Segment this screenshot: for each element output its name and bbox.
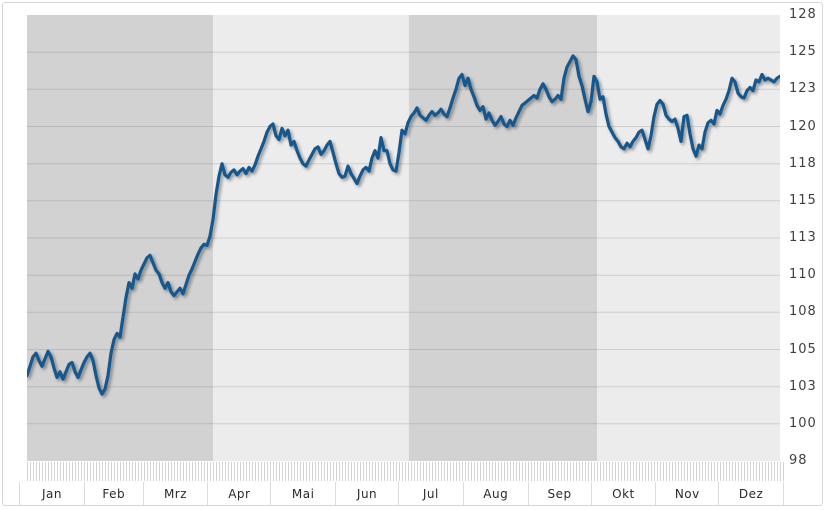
month-cell-okt: Okt	[592, 482, 657, 505]
quarter-band	[408, 15, 598, 461]
x-axis-month-label: Okt	[612, 487, 635, 501]
month-cell-feb: Feb	[85, 482, 144, 505]
y-axis-label: 108	[789, 304, 817, 320]
x-axis-month-label: Feb	[102, 487, 126, 501]
x-axis-month-label: Nov	[674, 487, 700, 501]
y-axis-label: 100	[789, 415, 817, 431]
quarter-band	[213, 15, 409, 461]
y-axis-label: 98	[789, 453, 808, 468]
month-cell-dez: Dez	[719, 482, 785, 505]
y-axis: 98 100 103 105 108 110 113 115 118 120 123 125 128	[789, 3, 822, 473]
y-axis-label: 115	[789, 192, 817, 208]
month-cell-sep: Sep	[529, 482, 592, 505]
month-cell-jan: Jan	[20, 482, 85, 505]
x-axis-month-labels: Jan Feb Mrz Apr Mai Jun Jul Aug Sep Okt Nov Dez	[19, 482, 785, 505]
y-axis-label: 120	[789, 118, 817, 134]
x-axis-month-label: Apr	[228, 487, 251, 501]
y-axis-label: 123	[789, 81, 817, 97]
month-cell-nov: Nov	[656, 482, 720, 505]
x-axis-month-label: Jul	[422, 487, 439, 501]
x-axis-month-label: Mrz	[163, 487, 188, 501]
y-axis-label: 125	[789, 44, 817, 60]
x-axis-month-label: Dez	[738, 487, 764, 501]
price-line	[27, 54, 780, 396]
x-axis-month-label: Jun	[356, 487, 378, 501]
y-axis-label: 128	[789, 7, 817, 22]
y-axis-label: 113	[789, 230, 817, 245]
gridlines	[27, 51, 780, 425]
month-cell-mai: Mai	[271, 482, 337, 505]
x-axis-month-label: Aug	[483, 487, 509, 501]
month-cell-jun: Jun	[336, 482, 399, 505]
x-axis-month-label: Jan	[41, 487, 62, 501]
y-axis-label: 110	[789, 267, 817, 283]
y-axis-label: 118	[789, 155, 817, 171]
month-cell-jul: Jul	[399, 482, 464, 505]
month-cell-aug: Aug	[464, 482, 529, 505]
month-cell-mrz: Mrz	[144, 482, 209, 505]
month-cell-apr: Apr	[208, 482, 272, 505]
y-axis-label: 103	[789, 378, 817, 394]
y-axis-label: 105	[789, 341, 817, 357]
quarter-band	[27, 15, 213, 461]
plot-area[interactable]	[27, 15, 780, 461]
x-axis-month-label: Mai	[291, 487, 315, 501]
x-axis-minor-ticks	[27, 462, 785, 481]
x-axis-month-label: Sep	[547, 487, 572, 501]
price-chart[interactable]	[27, 15, 780, 461]
